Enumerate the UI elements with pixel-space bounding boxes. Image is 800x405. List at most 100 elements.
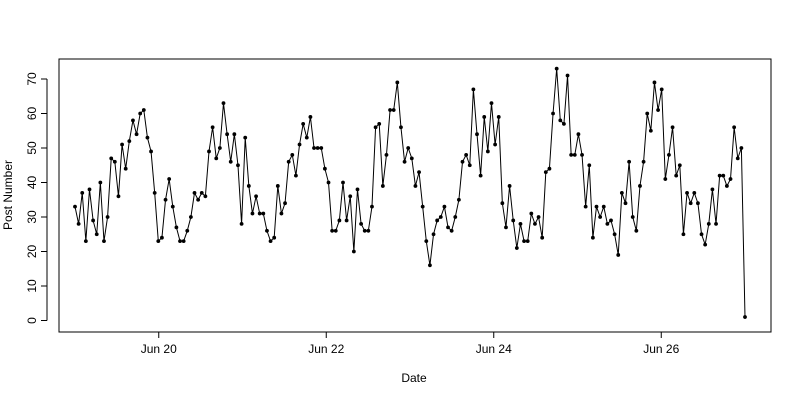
data-point xyxy=(670,125,675,130)
data-point xyxy=(399,125,403,130)
data-point xyxy=(341,180,345,185)
data-point xyxy=(232,132,237,137)
data-point xyxy=(482,115,487,119)
y-tick-label: 20 xyxy=(25,245,39,259)
data-point xyxy=(594,204,599,209)
data-point xyxy=(261,211,266,216)
data-point xyxy=(543,170,548,175)
y-tick-label: 40 xyxy=(25,176,39,190)
data-point xyxy=(739,146,744,150)
data-point xyxy=(638,184,642,188)
data-point xyxy=(236,163,240,168)
data-point xyxy=(420,204,425,209)
data-point xyxy=(196,197,201,202)
data-point xyxy=(428,263,432,268)
data-point xyxy=(648,128,653,133)
data-point xyxy=(496,115,501,119)
data-point xyxy=(529,211,534,216)
data-point xyxy=(112,159,117,164)
data-point xyxy=(514,246,519,250)
data-point xyxy=(344,218,349,223)
data-point xyxy=(105,215,110,219)
data-point xyxy=(123,166,128,171)
data-point xyxy=(641,159,646,164)
y-tick-label: 0 xyxy=(25,317,39,324)
data-point xyxy=(225,132,230,137)
data-point xyxy=(616,253,621,257)
data-point xyxy=(442,204,447,209)
data-point xyxy=(116,194,121,199)
data-point xyxy=(533,222,537,226)
x-tick-label: Jun 24 xyxy=(476,342,512,356)
data-point xyxy=(145,135,150,140)
data-point xyxy=(446,225,450,230)
data-point xyxy=(272,235,277,240)
data-point xyxy=(732,125,737,130)
data-point xyxy=(192,190,197,195)
data-point xyxy=(565,73,570,78)
x-axis: Jun 20 Jun 22 Jun 24 Jun 26 xyxy=(141,331,680,356)
data-point xyxy=(612,232,617,237)
data-point xyxy=(308,115,313,119)
data-point xyxy=(406,146,411,150)
data-point xyxy=(511,218,516,223)
data-point xyxy=(312,146,316,150)
data-point xyxy=(656,108,660,112)
data-point xyxy=(80,190,85,195)
data-point xyxy=(500,201,505,206)
data-point xyxy=(580,153,584,157)
data-point xyxy=(265,228,269,233)
data-point xyxy=(554,66,559,71)
data-point xyxy=(163,197,168,202)
data-point xyxy=(475,132,479,137)
data-point xyxy=(435,218,440,223)
data-point xyxy=(337,218,342,223)
data-point xyxy=(721,173,726,178)
data-point xyxy=(102,239,106,244)
data-point xyxy=(504,225,508,230)
data-point xyxy=(239,222,244,226)
data-point xyxy=(605,222,610,226)
data-point xyxy=(659,87,664,92)
data-point xyxy=(76,222,81,226)
data-point xyxy=(322,166,327,171)
data-point xyxy=(73,204,77,209)
data-point xyxy=(547,166,552,171)
data-point xyxy=(138,111,143,116)
data-point xyxy=(283,201,287,206)
data-point xyxy=(315,146,320,150)
data-point xyxy=(743,315,747,319)
data-point xyxy=(569,153,574,157)
data-point xyxy=(366,228,371,233)
data-point xyxy=(431,232,436,237)
data-point xyxy=(464,153,469,157)
data-point xyxy=(359,222,364,226)
data-point xyxy=(210,125,215,130)
x-tick-label: Jun 20 xyxy=(141,342,177,356)
data-point xyxy=(370,204,374,209)
data-point xyxy=(152,190,157,195)
data-point xyxy=(131,118,135,123)
data-point xyxy=(714,222,718,226)
data-point xyxy=(536,215,541,219)
data-point xyxy=(471,87,476,92)
data-point xyxy=(250,211,255,216)
data-point xyxy=(214,156,219,161)
y-tick-label: 60 xyxy=(25,107,39,121)
series-line xyxy=(74,68,746,318)
data-point xyxy=(91,218,96,223)
data-point xyxy=(391,108,396,112)
data-point xyxy=(696,201,700,206)
data-point xyxy=(181,239,186,244)
data-point xyxy=(373,125,378,130)
data-point xyxy=(438,215,443,219)
data-point xyxy=(522,239,526,244)
data-point xyxy=(286,159,291,164)
data-point xyxy=(319,146,324,150)
data-point xyxy=(134,132,139,137)
data-point xyxy=(384,153,389,157)
data-point xyxy=(221,101,226,106)
data-point xyxy=(254,194,258,199)
